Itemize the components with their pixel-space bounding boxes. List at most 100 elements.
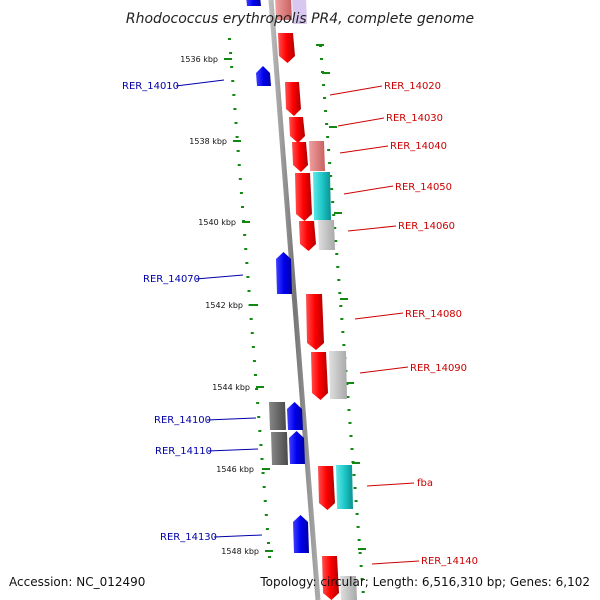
gene-arrow-rer-14030[interactable] bbox=[289, 117, 305, 143]
tick-mark bbox=[245, 262, 249, 264]
gene-label-rer-14140[interactable]: RER_14140 bbox=[421, 556, 478, 567]
partial-gene-arrow[interactable] bbox=[292, 0, 307, 24]
gene-label-rer-14040[interactable]: RER_14040 bbox=[390, 141, 447, 152]
tick-mark bbox=[355, 513, 359, 515]
scale-label-1548: 1548 kbp bbox=[221, 547, 259, 556]
major-tick bbox=[334, 212, 342, 214]
scale-label-1538: 1538 kbp bbox=[189, 137, 227, 146]
tick-mark bbox=[262, 486, 266, 488]
partial-gene-arrow[interactable] bbox=[275, 0, 292, 20]
gene-label-rer-14020[interactable]: RER_14020 bbox=[384, 81, 441, 92]
tick-mark bbox=[235, 136, 239, 138]
genome-title: Rhodococcus erythropolis PR4, complete g… bbox=[126, 11, 474, 27]
gene-arrow-rer-14010-neighbor[interactable] bbox=[278, 33, 295, 63]
gene-label-rer-14090[interactable]: RER_14090 bbox=[410, 363, 467, 374]
tick-mark bbox=[249, 318, 253, 320]
gene-box-rer-14090-gray[interactable] bbox=[329, 351, 347, 399]
tick-mark bbox=[350, 448, 354, 450]
gene-box-rer-14040-faded[interactable] bbox=[309, 141, 325, 171]
scale-label-1546: 1546 kbp bbox=[216, 465, 254, 474]
major-tick bbox=[358, 548, 366, 550]
tick-mark bbox=[352, 474, 356, 476]
tick-mark bbox=[243, 234, 247, 236]
gene-label-rer-14070[interactable]: RER_14070 bbox=[143, 274, 200, 285]
gene-label-fba[interactable]: fba bbox=[417, 478, 433, 489]
gene-arrow-rer-14110[interactable] bbox=[289, 431, 305, 464]
gene-arrow-fba[interactable] bbox=[318, 466, 335, 510]
gene-arrow-rer-14050[interactable] bbox=[295, 173, 312, 221]
tick-mark bbox=[358, 552, 362, 554]
tick-mark bbox=[232, 94, 236, 96]
tick-mark bbox=[247, 290, 251, 292]
gene-arrow-rer-14130[interactable] bbox=[293, 515, 309, 553]
gene-label-rer-14100[interactable]: RER_14100 bbox=[154, 415, 211, 426]
gene-label-rer-14060[interactable]: RER_14060 bbox=[398, 221, 455, 232]
gene-arrow-rer-14010[interactable] bbox=[256, 66, 271, 86]
tick-mark bbox=[346, 396, 350, 398]
leader-line bbox=[339, 145, 389, 154]
leader-line bbox=[175, 79, 225, 87]
gene-box-rer-14140-gray[interactable] bbox=[340, 576, 357, 600]
gene-label-rer-14080[interactable]: RER_14080 bbox=[405, 309, 462, 320]
gene-arrow-rer-14100[interactable] bbox=[287, 402, 303, 430]
tick-mark bbox=[250, 332, 254, 334]
leader-line bbox=[206, 417, 257, 421]
major-tick bbox=[346, 382, 354, 384]
tick-mark bbox=[228, 38, 231, 40]
gene-box-rer-14060-gray[interactable] bbox=[318, 220, 335, 250]
major-tick bbox=[224, 58, 232, 60]
leader-line bbox=[207, 448, 259, 452]
tick-mark bbox=[231, 80, 235, 82]
tick-mark bbox=[328, 162, 332, 164]
gene-label-rer-14050[interactable]: RER_14050 bbox=[395, 182, 452, 193]
tick-mark bbox=[240, 206, 244, 208]
tick-mark bbox=[340, 318, 344, 320]
accession-text: Accession: NC_012490 bbox=[9, 575, 145, 589]
tick-mark bbox=[337, 279, 341, 281]
gene-arrow-rer-14070[interactable] bbox=[276, 252, 292, 294]
tick-mark bbox=[353, 487, 357, 489]
tick-mark bbox=[347, 409, 351, 411]
gene-arrow-rer-14090[interactable] bbox=[311, 352, 328, 400]
gene-box-rer-14100-dark[interactable] bbox=[269, 402, 286, 430]
gene-label-rer-14010[interactable]: RER_14010 bbox=[122, 81, 179, 92]
gene-label-rer-14130[interactable]: RER_14130 bbox=[160, 532, 217, 543]
tick-mark bbox=[246, 276, 250, 278]
gene-box-rer-14110-dark[interactable] bbox=[271, 432, 288, 465]
tick-mark bbox=[251, 346, 255, 348]
leader-line bbox=[354, 312, 404, 320]
tick-mark bbox=[259, 444, 263, 446]
tick-mark bbox=[237, 164, 241, 166]
tick-mark bbox=[356, 526, 360, 528]
major-tick bbox=[340, 298, 348, 300]
tick-mark bbox=[234, 122, 238, 124]
gene-arrow-rer-14080[interactable] bbox=[306, 294, 324, 350]
leader-line bbox=[337, 117, 385, 127]
tick-mark bbox=[323, 97, 327, 99]
gene-label-rer-14030[interactable]: RER_14030 bbox=[386, 113, 443, 124]
gene-box-fba-cyan[interactable] bbox=[336, 465, 353, 509]
partial-gene-arrow[interactable] bbox=[246, 0, 261, 6]
gene-arrow-rer-14140[interactable] bbox=[322, 556, 339, 600]
tick-mark bbox=[257, 416, 261, 418]
major-tick bbox=[322, 72, 330, 74]
gene-arrow-rer-14040[interactable] bbox=[292, 142, 308, 172]
leader-line bbox=[343, 185, 394, 195]
feature-track bbox=[246, 0, 357, 600]
major-tick bbox=[242, 221, 250, 223]
gene-arrow-rer-14060[interactable] bbox=[299, 221, 316, 251]
tick-mark bbox=[265, 528, 269, 530]
tick-mark bbox=[338, 292, 342, 294]
tick-mark bbox=[238, 178, 242, 180]
tick-mark bbox=[332, 214, 336, 216]
leader-line bbox=[359, 366, 409, 374]
tick-mark bbox=[331, 201, 335, 203]
gene-label-rer-14110[interactable]: RER_14110 bbox=[155, 446, 212, 457]
gene-box-rer-14050-cyan[interactable] bbox=[313, 172, 331, 220]
gene-arrow-rer-14020[interactable] bbox=[285, 82, 301, 116]
leader-line bbox=[195, 274, 244, 280]
major-tick bbox=[250, 304, 258, 306]
tick-mark bbox=[320, 58, 324, 60]
tick-mark bbox=[325, 123, 329, 125]
